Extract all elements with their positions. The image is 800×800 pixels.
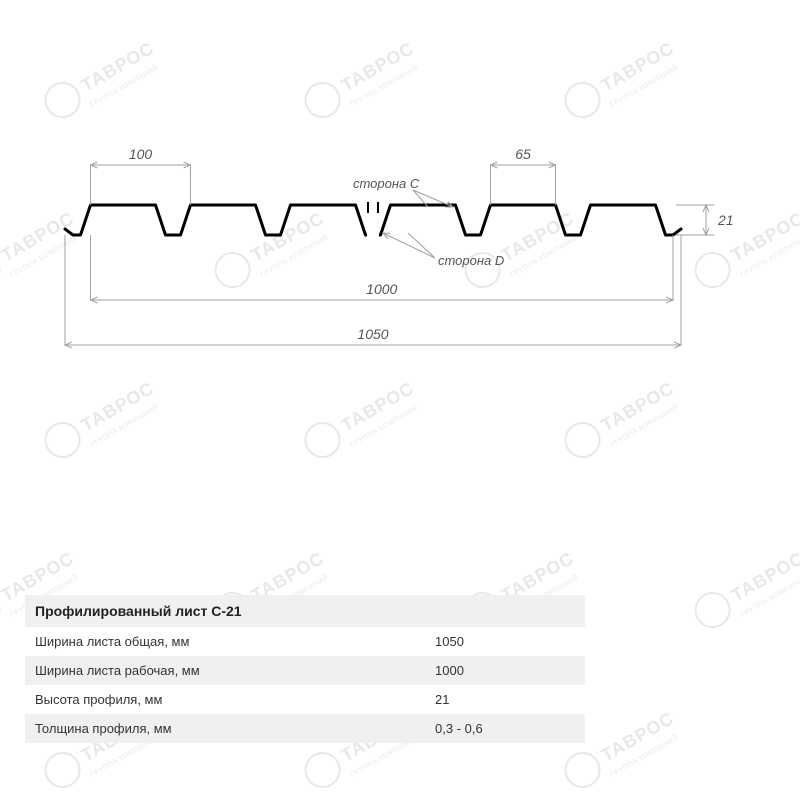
svg-text:21: 21 xyxy=(717,212,734,228)
diagram-svg: 100 65 21 1000 1050 сторона С сторона D xyxy=(0,0,800,420)
table-value: 1000 xyxy=(435,663,555,678)
table-row: Толщина профиля, мм 0,3 - 0,6 xyxy=(25,714,585,743)
table-label: Ширина листа общая, мм xyxy=(35,634,435,649)
svg-text:1000: 1000 xyxy=(366,281,397,297)
svg-text:сторона D: сторона D xyxy=(438,253,504,268)
svg-text:65: 65 xyxy=(515,146,531,162)
svg-text:100: 100 xyxy=(129,146,153,162)
svg-text:1050: 1050 xyxy=(357,326,388,342)
table-label: Толщина профиля, мм xyxy=(35,721,435,736)
table-label: Высота профиля, мм xyxy=(35,692,435,707)
table-row: Ширина листа общая, мм 1050 xyxy=(25,627,585,656)
spec-table: Профилированный лист С-21 Ширина листа о… xyxy=(25,595,585,743)
table-label: Ширина листа рабочая, мм xyxy=(35,663,435,678)
table-row: Ширина листа рабочая, мм 1000 xyxy=(25,656,585,685)
watermark: ТАВРОСГРУППА КОМПАНИЙ xyxy=(688,542,800,639)
profile-diagram: 100 65 21 1000 1050 сторона С сторона D xyxy=(0,0,800,420)
svg-text:сторона С: сторона С xyxy=(353,176,420,191)
table-value: 0,3 - 0,6 xyxy=(435,721,555,736)
table-value: 1050 xyxy=(435,634,555,649)
table-row: Высота профиля, мм 21 xyxy=(25,685,585,714)
table-header: Профилированный лист С-21 xyxy=(25,595,585,627)
table-value: 21 xyxy=(435,692,555,707)
